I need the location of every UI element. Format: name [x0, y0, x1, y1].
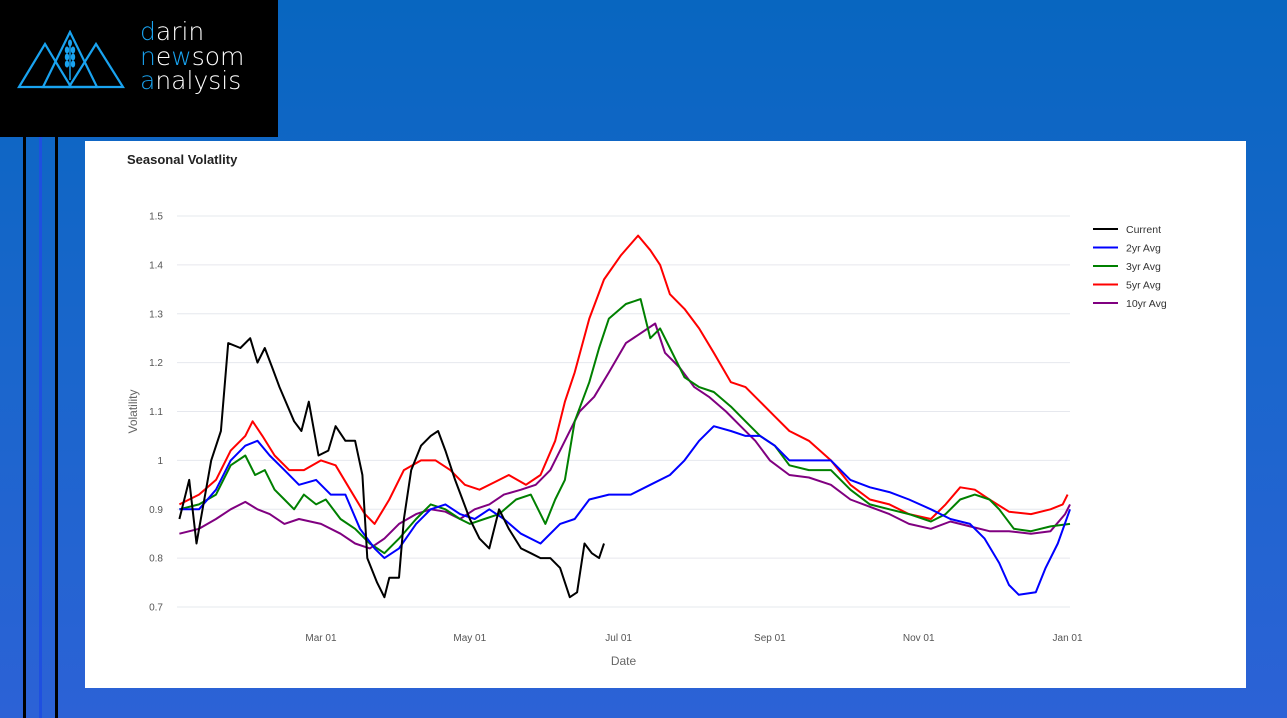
logo: darin newsom analysis	[0, 0, 278, 137]
legend-label: Current	[1126, 224, 1161, 236]
y-tick-label: 1.1	[149, 407, 163, 418]
chart-title: Seasonal Volatlity	[127, 152, 238, 167]
mountain-wheat-logo-icon	[17, 30, 125, 89]
x-tick-label: Jan 01	[1053, 633, 1083, 644]
logo-letter: d	[140, 17, 156, 46]
legend-label: 5yr Avg	[1126, 280, 1161, 292]
legend-label: 2yr Avg	[1126, 243, 1161, 255]
line-chart: 0.7 0.8 0.9 1 1.1 1.2 1.3 1.4 1.5 Mar 01 May 01 Jul…	[126, 212, 1167, 669]
logo-word: e	[155, 41, 172, 71]
logo-word: som	[191, 41, 245, 71]
x-tick-label: Jul 01	[605, 633, 632, 644]
x-tick-label: Nov 01	[903, 633, 935, 644]
logo-word: nalysis	[155, 66, 242, 95]
legend-label: 3yr Avg	[1126, 261, 1161, 273]
logo-wordmark: darin newsom analysis	[140, 17, 245, 95]
decorative-stripe	[23, 137, 26, 718]
y-tick-label: 1	[157, 456, 163, 467]
y-tick-label: 0.8	[149, 554, 163, 565]
x-axis-label: Date	[611, 654, 637, 668]
decorative-stripe	[55, 137, 58, 718]
series-line-3yr-avg	[179, 298, 1071, 555]
decorative-stripe	[39, 137, 42, 718]
logo-word: arin	[155, 17, 205, 46]
series-line-2yr-avg	[179, 425, 1071, 596]
y-tick-label: 1.2	[149, 358, 163, 369]
y-tick-label: 1.5	[149, 212, 163, 223]
y-tick-label: 1.3	[149, 309, 163, 320]
x-tick-label: May 01	[453, 633, 486, 644]
logo-letter: n	[140, 41, 156, 71]
y-axis-label: Volatility	[126, 389, 140, 433]
legend-label: 10yr Avg	[1126, 298, 1167, 310]
x-tick-label: Sep 01	[754, 633, 786, 644]
series-line-current	[178, 337, 605, 599]
y-tick-label: 0.9	[149, 505, 163, 516]
logo-letter: a	[140, 66, 156, 95]
y-tick-label: 0.7	[149, 603, 163, 614]
chart-panel: Seasonal Volatlity 0.7 0.8 0.9 1 1.1 1.2 1.3 1.…	[85, 141, 1246, 688]
x-tick-label: Mar 01	[305, 633, 337, 644]
series-line-10yr-avg	[179, 322, 1071, 550]
logo-letter: w	[171, 41, 192, 71]
y-tick-label: 1.4	[149, 260, 163, 271]
